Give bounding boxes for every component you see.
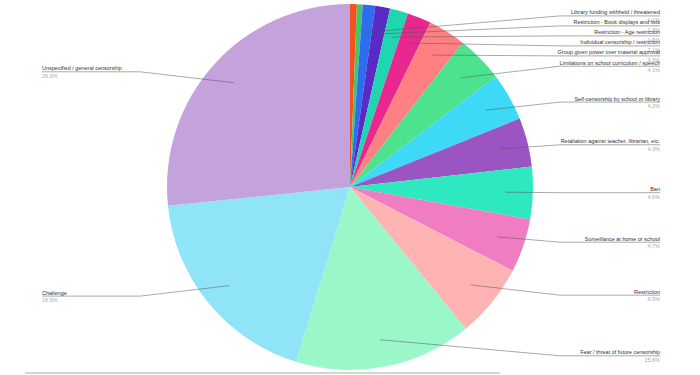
leader-line [42,286,230,297]
leader-line [461,66,660,78]
slice-label: Retaliation against teacher, librarian, … [561,138,661,144]
slice-label: Group given power over material approval [558,49,660,55]
leader-line [392,36,660,37]
data-label: 4.2% [647,103,660,109]
slice-label: Ban [650,186,660,192]
slice-label: Individual censorship / restriction [580,39,660,45]
leader-line [485,102,660,110]
labels: Library funding withheld / threatened1.1… [42,9,660,362]
data-label: 4.1% [647,67,660,73]
slice-label: Library funding withheld / threatened [571,9,660,15]
leader-line [471,285,660,295]
slice-label: Restriction - Age restriction [594,29,660,35]
leader-line [506,192,661,194]
slices [167,4,533,370]
slice-label: Fear / threat of future censorship [580,349,660,355]
slice-label: Restriction - Book displays and lists [573,19,660,25]
chart: Library funding withheld / threatened1.1… [0,0,700,375]
data-label: 26.5% [42,73,58,79]
slice-label: Challenge [42,290,67,296]
slice [167,4,350,206]
data-label: 18.5% [42,297,58,303]
data-label: 4.7% [647,243,660,249]
data-label: 6.5% [647,296,660,302]
slice-label: Surveillance at home or school [585,236,660,242]
slice-label: Self-censorship by school or library [574,96,660,102]
slice [168,187,350,362]
data-label: 15.6% [644,357,660,363]
bottom-rule [25,373,500,374]
slice-label: Unspecified / general censorship [42,65,122,71]
data-label: 4.3% [647,146,660,152]
leader-line [42,72,235,83]
slice-label: Limitations on school curriculum / speec… [559,60,660,66]
data-label: 4.6% [647,194,660,200]
leader-line [380,340,660,356]
slice-label: Restriction [634,289,660,295]
leader-line [501,145,660,149]
